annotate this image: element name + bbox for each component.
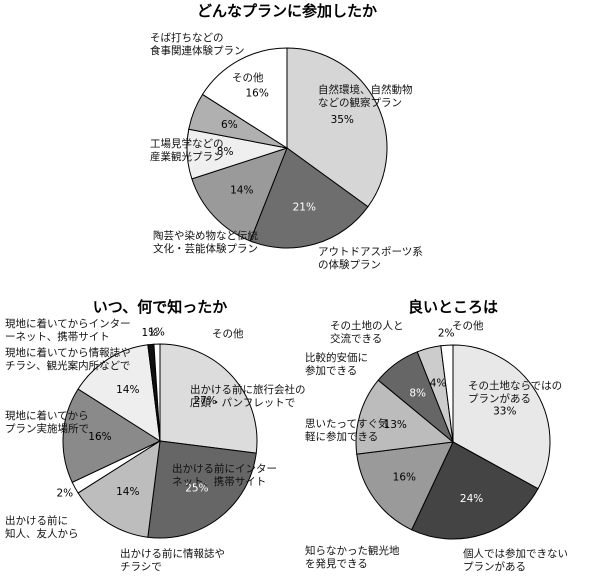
category-label: 自然環境、自然動物 などの観察プラン (318, 84, 413, 109)
category-label: 比較的安価に 参加できる (305, 352, 368, 377)
category-label: 知らなかった観光地 を発見できる (305, 545, 400, 570)
pie-slice (249, 147, 369, 249)
value-label: 6% (221, 119, 238, 131)
chart-title: いつ、何で知ったか (92, 298, 228, 316)
pie-slice (286, 47, 388, 208)
category-label: 出かける前に情報誌や チラシで (120, 548, 225, 573)
value-label: 16% (88, 431, 111, 443)
category-label: 思いたってすぐ気 軽に参加できる (305, 418, 389, 443)
value-label: 35% (331, 114, 354, 126)
category-label: 現地に着いてからインター ーネット、携帯サイト (5, 318, 131, 343)
pie-slice (452, 344, 551, 490)
pie-slice (356, 441, 454, 531)
pie-slice (440, 344, 454, 443)
value-label: 16% (393, 471, 416, 483)
value-label: 14% (230, 184, 253, 196)
value-label: 2% (56, 487, 73, 499)
category-label: 出かける前にインター ネット、携帯サイト (172, 463, 277, 488)
category-label: 現地に着いてから プラン実施場所で (5, 410, 89, 435)
value-label: 21% (293, 202, 316, 214)
category-label: そば打ちなどの 食事関連体験プラン (150, 32, 245, 57)
category-label: 現地に着いてから情報誌や チラシ、観光案内所などで (5, 347, 131, 372)
category-label: 工場見学などの 産業観光プラン (150, 138, 224, 163)
pie-slice (159, 343, 258, 454)
pie-slice (411, 441, 539, 540)
chart-title: 良いところは (407, 298, 499, 316)
value-label: 13% (384, 419, 407, 431)
value-label: 16% (245, 88, 268, 100)
category-label: その土地ならではの プランがある (468, 380, 563, 405)
category-label: その他 (232, 72, 264, 84)
pie-slice (201, 47, 288, 149)
value-label: 8% (409, 387, 426, 399)
value-label: 1% (148, 326, 165, 338)
pie-slice (77, 344, 161, 442)
pie-slice (62, 388, 162, 483)
category-label: その他 (452, 320, 484, 332)
category-label: その他 (212, 328, 244, 340)
value-label: 1% (141, 327, 158, 339)
category-label: 出かける前に旅行会社の 店頭・パンフレットで (190, 384, 306, 409)
pie-slice (355, 379, 455, 455)
value-label: 8% (217, 146, 234, 158)
value-label: 24% (460, 493, 483, 505)
category-label: 個人では参加できない プランがある (463, 548, 568, 573)
value-label: 33% (493, 405, 516, 417)
category-label: 出かける前に 知人、友人から (5, 515, 79, 540)
pie-slice (153, 343, 161, 442)
value-label: 2% (438, 328, 455, 340)
pie-slice (77, 440, 161, 538)
category-label: 陶芸や染め物など伝統 文化・芸能体験プラン (153, 230, 258, 255)
chart-title: どんなプランに参加したか (196, 2, 378, 20)
category-label: アウトドアスポーツ系 の体験プラン (318, 246, 423, 271)
pie-slice (147, 440, 257, 539)
value-label: 14% (116, 486, 139, 498)
value-label: 27% (193, 395, 216, 407)
value-label: 25% (185, 483, 208, 495)
category-label: その土地の人と 交流できる (330, 320, 404, 345)
value-label: 4% (430, 378, 447, 390)
value-label: 14% (116, 384, 139, 396)
